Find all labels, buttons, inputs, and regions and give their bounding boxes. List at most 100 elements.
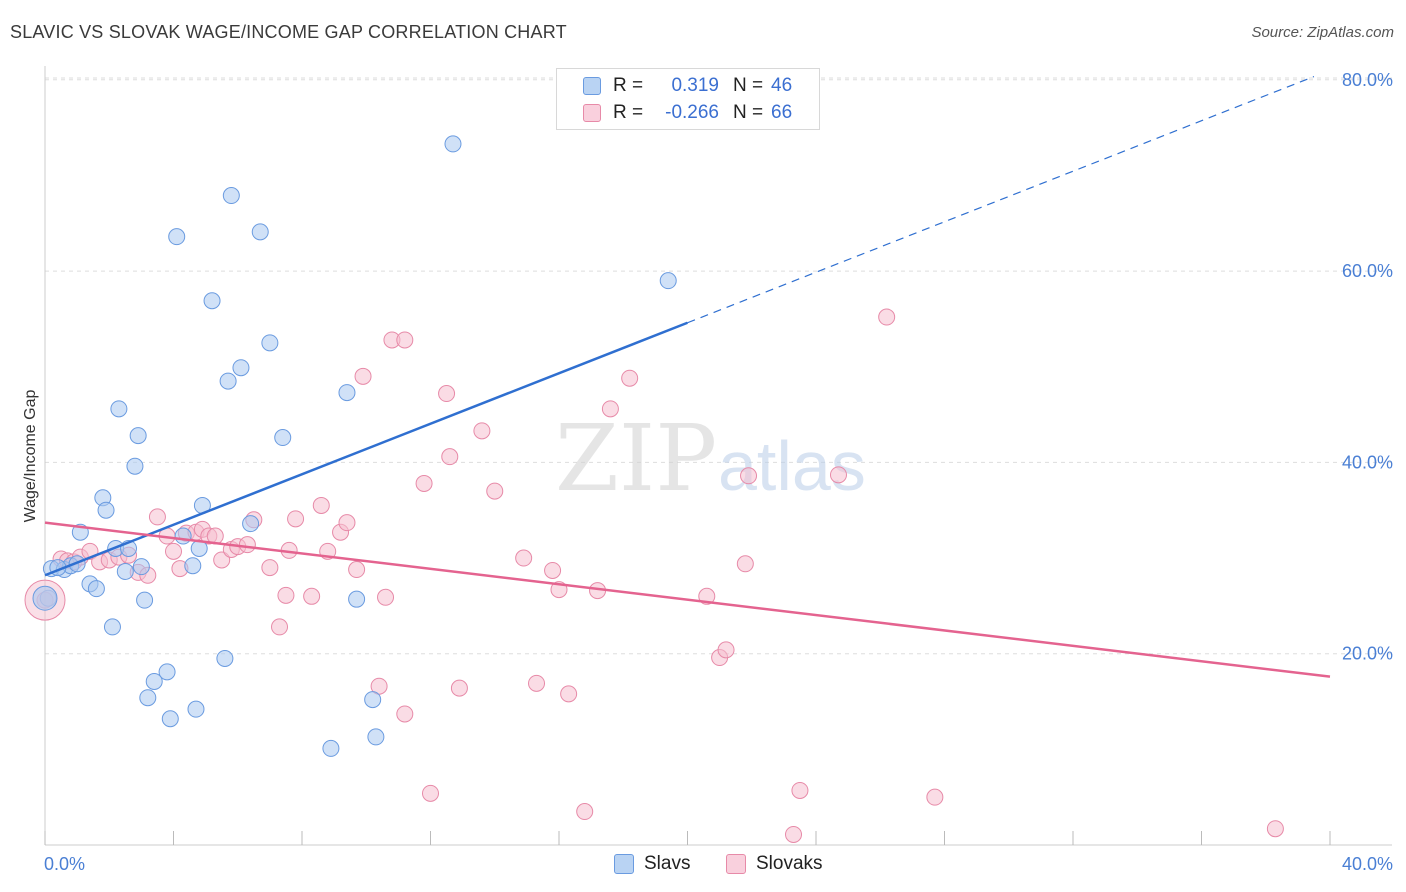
chart-title: SLAVIC VS SLOVAK WAGE/INCOME GAP CORRELA…	[10, 22, 567, 42]
slovaks-point	[422, 784, 439, 802]
watermark-atlas: atlas	[718, 427, 866, 505]
slavs-point	[251, 223, 269, 241]
slovaks-point	[450, 679, 468, 697]
slavs-point	[367, 728, 385, 746]
y-tick-label: 40.0%	[1342, 452, 1393, 472]
slovaks-point	[261, 559, 279, 577]
slovaks-point	[287, 510, 305, 528]
slavs-point	[216, 649, 234, 667]
slavs-point	[242, 515, 260, 533]
slovaks-point	[238, 536, 256, 554]
r-value: 0.319	[671, 75, 719, 96]
slavs-swatch	[583, 77, 601, 95]
trend-lines	[44, 75, 1331, 678]
r-value: -0.266	[665, 102, 719, 123]
slovaks-point	[473, 422, 491, 440]
slavs-point	[274, 429, 292, 447]
slavs-point	[232, 359, 250, 377]
slavs-point	[222, 187, 240, 205]
slavs-point	[364, 691, 382, 709]
slovaks-point	[829, 466, 847, 484]
slavs-point	[145, 672, 163, 690]
slavs-point	[116, 562, 134, 580]
stats-row-slovaks: R = -0.266 N = 66	[557, 100, 821, 126]
slavs-point	[168, 228, 186, 246]
watermark-zip: ZIP	[555, 405, 717, 512]
slovaks-point	[515, 549, 533, 567]
slavs-point	[203, 292, 221, 310]
legend-label: Slovaks	[756, 853, 823, 874]
slovaks-point	[396, 331, 414, 349]
slovaks-point	[528, 674, 546, 692]
slavs-point	[32, 585, 58, 611]
slavs-point	[97, 501, 115, 519]
slavs-point	[161, 710, 179, 728]
slavs-swatch	[614, 854, 634, 874]
slovaks-point	[438, 385, 456, 403]
data-points	[24, 135, 1284, 843]
slovaks-point	[791, 781, 809, 799]
r-label: R =	[613, 75, 644, 96]
slovaks-point	[377, 588, 395, 606]
slavs-point	[136, 591, 154, 609]
slavs-trend-line	[44, 321, 688, 577]
slovaks-point	[396, 705, 414, 723]
legend-label: Slavs	[644, 853, 691, 874]
slovaks-point	[271, 618, 289, 636]
slovaks-point	[338, 514, 356, 532]
slovaks-point	[415, 474, 433, 492]
n-value: 66	[771, 102, 793, 123]
slovaks-point	[926, 788, 944, 806]
x-tick-label: 40.0%	[1342, 854, 1393, 874]
n-label: N =	[733, 75, 764, 96]
slavs-point	[126, 457, 144, 475]
n-label: N =	[733, 102, 764, 123]
stats-box: R = 0.319 N = 46 R = -0.266 N = 66	[556, 68, 820, 130]
slovaks-point	[213, 551, 231, 569]
slovaks-point	[878, 308, 896, 326]
slovaks-swatch	[726, 854, 746, 874]
slovaks-point	[621, 369, 639, 387]
slavs-point	[110, 400, 128, 418]
y-tick-label: 20.0%	[1342, 644, 1393, 664]
slovaks-point	[1266, 820, 1284, 838]
slovaks-point	[441, 448, 459, 466]
slovaks-point	[785, 825, 803, 843]
slavs-point	[174, 527, 192, 545]
y-tick-label: 80.0%	[1342, 70, 1393, 90]
slavs-point	[659, 272, 677, 290]
slovaks-trend-line	[44, 521, 1331, 678]
slovaks-point	[576, 803, 594, 821]
slavs-point	[103, 618, 121, 636]
r-label: R =	[613, 102, 644, 123]
slavs-point	[158, 663, 176, 681]
slavs-point	[87, 580, 105, 598]
slovaks-point	[165, 542, 182, 560]
slavs-point	[444, 135, 462, 153]
y-tick-label: 60.0%	[1342, 261, 1393, 281]
source-label: Source: ZipAtlas.com	[1251, 24, 1394, 41]
slavs-point	[338, 384, 356, 402]
legend: Slavs Slovaks	[0, 852, 1406, 878]
slavs-point	[219, 372, 237, 390]
slavs-point	[261, 334, 279, 352]
slovaks-point	[354, 367, 372, 385]
slovaks-point	[312, 496, 330, 514]
slovaks-point	[560, 685, 578, 703]
slovaks-point	[348, 561, 366, 579]
n-value: 46	[771, 75, 793, 96]
slovaks-point	[717, 641, 735, 659]
slovaks-point	[736, 555, 754, 573]
axes	[44, 66, 1392, 846]
slavs-point	[139, 689, 157, 707]
slavs-point	[129, 427, 147, 445]
slavs-point	[322, 739, 340, 757]
slovaks-point	[601, 400, 619, 418]
slovaks-swatch	[583, 104, 601, 122]
slovaks-point	[148, 508, 166, 526]
slovaks-point	[303, 587, 321, 605]
stats-row-slavs: R = 0.319 N = 46	[557, 73, 821, 99]
slavs-point	[184, 557, 202, 575]
slovaks-point	[740, 467, 758, 485]
